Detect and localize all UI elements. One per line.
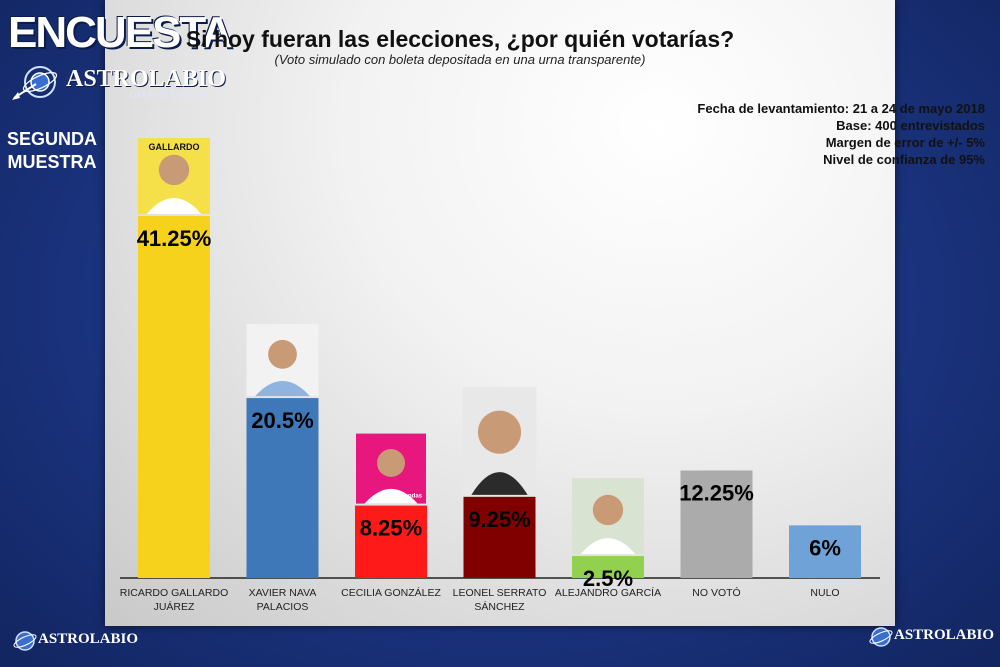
brand-subtitle: DIARIO DIGITAL: [130, 90, 212, 100]
data-label: 12.25%: [679, 480, 754, 505]
meta-base: Base: 400 entrevistados: [836, 118, 985, 133]
data-label: 2.5%: [583, 566, 633, 591]
sample-label-line: MUESTRA: [7, 152, 97, 172]
meta-date: Fecha de levantamiento: 21 a 24 de mayo …: [697, 101, 985, 116]
astrolabe-icon: [12, 66, 58, 100]
category-label: ALEJANDRO GARCÍA: [555, 586, 661, 599]
header-title: ENCUESTA: [8, 8, 233, 57]
person-icon: [592, 494, 624, 526]
person-shoulders-icon: [364, 488, 418, 504]
photo-caption: Aquí Tú Mandas: [376, 494, 423, 500]
chart-subtitle: (Voto simulado con boleta depositada en …: [274, 52, 646, 67]
category-label: LEONEL SERRATO: [453, 587, 547, 599]
footer-logo-left: ASTROLABIO: [12, 628, 138, 654]
sample-label: SEGUNDA MUESTRA: [0, 128, 104, 174]
data-label: 20.5%: [251, 408, 313, 433]
survey-meta: Fecha de levantamiento: 21 a 24 de mayo …: [697, 100, 985, 168]
astrolabe-icon: [13, 631, 37, 651]
sample-label-line: SEGUNDA: [6, 129, 97, 149]
person-shoulders-icon: [580, 538, 636, 555]
brand-logo: ASTROLABIO DIARIO DIGITAL: [10, 62, 226, 102]
chart-title: Si hoy fueran las elecciones, ¿por quién…: [185, 26, 735, 52]
bar-4: [572, 556, 644, 578]
category-label: CECILIA GONZÁLEZ: [341, 586, 441, 599]
category-label: NO VOTÓ: [692, 586, 740, 599]
meta-margin: Margen de error de +/- 5%: [825, 135, 985, 150]
person-icon: [377, 449, 405, 477]
data-label: 8.25%: [360, 516, 422, 541]
person-shoulders-icon: [146, 198, 202, 214]
bar-1: [246, 398, 319, 578]
category-label: XAVIER NAVA: [249, 587, 317, 599]
person-icon: [268, 339, 297, 369]
bar-6: [789, 525, 861, 578]
category-label: SÁNCHEZ: [474, 600, 525, 613]
footer-brand: ASTROLABIO: [38, 631, 139, 647]
person-icon: [158, 154, 190, 186]
category-label: JUÁREZ: [154, 600, 195, 613]
bar-0: [138, 216, 210, 578]
person-shoulders-icon: [255, 380, 310, 397]
person-icon: [477, 410, 522, 454]
data-label: 6%: [809, 535, 841, 560]
footer-logo-right: ASTROLABIO: [868, 624, 994, 650]
category-label: PALACIOS: [257, 601, 309, 613]
data-label: 41.25%: [137, 226, 212, 251]
bar-2: [355, 505, 427, 578]
data-label: 9.25%: [468, 507, 530, 532]
astrolabe-icon: [869, 627, 893, 647]
person-shoulders-icon: [471, 472, 528, 495]
bar-3: [463, 496, 536, 578]
category-label: RICARDO GALLARDO: [120, 587, 229, 599]
footer-brand: ASTROLABIO: [894, 627, 995, 643]
brand-name: ASTROLABIO: [66, 66, 227, 92]
meta-confidence: Nivel de confianza de 95%: [823, 152, 985, 167]
bar-5: [680, 470, 753, 578]
category-label: NULO: [810, 587, 839, 599]
photo-caption: GALLARDO: [149, 142, 200, 152]
